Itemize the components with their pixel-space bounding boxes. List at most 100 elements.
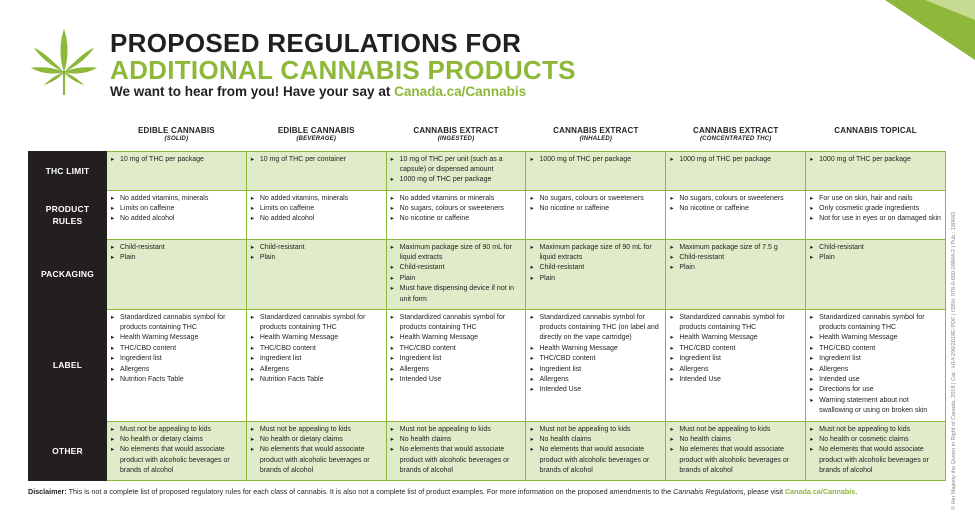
list-item: Must have dispensing device if not in un… — [391, 284, 522, 305]
table-cell: Child-resistantPlain — [106, 238, 247, 310]
list-item: Health Warning Message — [670, 333, 801, 344]
row-other: OTHERMust not be appealing to kidsNo hea… — [28, 420, 946, 481]
table-cell: Child-resistantPlain — [805, 238, 946, 310]
list-item: Ingredient list — [391, 354, 522, 365]
list-item: For use on skin, hair and nails — [810, 194, 941, 205]
list-item: No elements that would associate product… — [810, 445, 941, 476]
table-cell: 10 mg of THC per container — [245, 150, 387, 191]
list-item: No sugars, colours or sweeteners — [530, 194, 661, 205]
table-cell: Maximum package size of 90 mL for liquid… — [385, 238, 527, 310]
row-header-label: RULES — [52, 215, 83, 226]
list-item: Ingredient list — [111, 354, 242, 365]
row-label: LABEL Standardized cannabis symbol for pr… — [28, 308, 946, 422]
cell-list: Maximum package size of 90 mL for liquid… — [530, 243, 661, 285]
list-item: Maximum package size of 90 mL for liquid… — [530, 243, 661, 264]
table-cell: Standardized cannabis symbol for product… — [665, 308, 807, 422]
list-item: Child-resistant — [530, 263, 661, 274]
table-cell: 10 mg of THC per unit (such as a capsule… — [385, 150, 527, 191]
cell-list: 1000 mg of THC per package — [530, 155, 661, 166]
list-item: Ingredient list — [251, 354, 382, 365]
list-item: No nicotine or caffeine — [530, 204, 661, 215]
list-item: THC/CBD content — [111, 344, 242, 355]
column-title: CANNABIS EXTRACT — [413, 126, 499, 135]
table-cell: For use on skin, hair and nailsOnly cosm… — [805, 189, 946, 240]
table-cell: 10 mg of THC per package — [106, 150, 247, 191]
cell-list: Standardized cannabis symbol for product… — [530, 313, 661, 397]
list-item: THC/CBD content — [810, 344, 941, 355]
table-cell: Must not be appealing to kidsNo health c… — [385, 420, 527, 481]
list-item: 10 mg of THC per unit (such as a capsule… — [391, 155, 522, 176]
row-header-packaging: PACKAGING — [28, 238, 107, 310]
cell-list: Must not be appealing to kidsNo health o… — [251, 425, 382, 477]
list-item: No elements that would associate product… — [391, 445, 522, 476]
list-item: No added vitamins or minerals — [391, 194, 522, 205]
cell-list: Child-resistantPlain — [251, 243, 382, 264]
table-cell: Must not be appealing to kidsNo health o… — [805, 420, 946, 481]
list-item: Plain — [111, 253, 242, 264]
list-item: Intended Use — [391, 375, 522, 386]
list-item: No health claims — [530, 435, 661, 446]
list-item: Standardized cannabis symbol for product… — [111, 313, 242, 334]
column-title: EDIBLE CANNABIS — [277, 126, 355, 135]
list-item: No added vitamins, minerals — [251, 194, 382, 205]
cell-list: 10 mg of THC per container — [251, 155, 382, 166]
list-item: Nutrition Facts Table — [111, 375, 242, 386]
list-item: Standardized cannabis symbol for product… — [810, 313, 941, 334]
list-item: Health Warning Message — [530, 344, 661, 355]
list-item: Health Warning Message — [111, 333, 242, 344]
cell-list: Maximum package size of 90 mL for liquid… — [391, 243, 522, 305]
table-cell: No sugars, colours or sweetenersNo nicot… — [665, 189, 807, 240]
row-header-label: THC LIMIT — [45, 165, 90, 176]
table-cell: No added vitamins, mineralsLimits on caf… — [106, 189, 247, 240]
column-subtitle: (INHALED) — [579, 136, 613, 142]
table-cell: No added vitamins, mineralsLimits on caf… — [245, 189, 387, 240]
column-header: EDIBLE CANNABIS (BEVERAGE) — [246, 120, 386, 151]
list-item: No elements that would associate product… — [251, 445, 382, 476]
canada-cannabis-link[interactable]: Canada.ca/Cannabis — [394, 84, 527, 99]
page-title-line2: ADDITIONAL CANNABIS PRODUCTS — [110, 55, 576, 85]
list-item: No sugars, colours or sweeteners — [670, 194, 801, 205]
list-item: No elements that would associate product… — [670, 445, 801, 476]
list-item: Plain — [670, 263, 801, 274]
column-title: CANNABIS TOPICAL — [834, 126, 917, 135]
cell-list: Maximum package size of 7.5 gChild-resis… — [670, 243, 801, 275]
cell-list: 1000 mg of THC per package — [810, 155, 941, 166]
list-item: Plain — [391, 274, 522, 285]
subtitle-text: We want to hear from you! Have your say … — [110, 84, 395, 99]
list-item: 10 mg of THC per container — [251, 155, 382, 166]
disclaimer-link[interactable]: Canada.ca/Cannabis — [784, 487, 856, 496]
cell-list: No added vitamins, mineralsLimits on caf… — [111, 194, 242, 226]
list-item: Maximum package size of 7.5 g — [670, 243, 801, 254]
row-header-label: LABEL — [52, 360, 83, 370]
list-item: 1000 mg of THC per package — [810, 155, 941, 166]
cell-list: Must not be appealing to kidsNo health c… — [670, 425, 801, 477]
table-cell: Standardized cannabis symbol for product… — [805, 308, 946, 422]
cell-list: Standardized cannabis symbol for product… — [810, 313, 941, 417]
list-item: No elements that would associate product… — [530, 445, 661, 476]
column-header: CANNABIS EXTRACT (INHALED) — [526, 120, 666, 151]
row-header-other: OTHER — [28, 420, 107, 481]
cell-list: Must not be appealing to kidsNo health o… — [111, 425, 242, 477]
table-cell: 1000 mg of THC per package — [805, 150, 946, 191]
disclaimer-label: Disclaimer: — [28, 487, 67, 496]
table-cell: Standardized cannabis symbol for product… — [525, 308, 667, 422]
cell-list: Child-resistantPlain — [810, 243, 941, 264]
table-cell: Standardized cannabis symbol for product… — [245, 308, 387, 422]
list-item: Warning statement about not swallowing o… — [810, 396, 941, 417]
table-cell: 1000 mg of THC per package — [665, 150, 807, 191]
row-header-label: OTHER — [52, 445, 83, 456]
column-header: CANNABIS EXTRACT (CONCENTRATED THC) — [666, 120, 806, 151]
list-item: Child-resistant — [391, 263, 522, 274]
list-item: No health or dietary claims — [251, 435, 382, 446]
table-cell: 1000 mg of THC per package — [525, 150, 667, 191]
row-product-rules: PRODUCTRULESNo added vitamins, mineralsL… — [28, 189, 946, 240]
list-item: THC/CBD content — [391, 344, 522, 355]
cell-list: No sugars, colours or sweetenersNo nicot… — [670, 194, 801, 215]
list-item: Intended Use — [670, 375, 801, 386]
list-item: Intended use — [810, 375, 941, 386]
list-item: Standardized cannabis symbol for product… — [530, 313, 661, 344]
row-header-label: LABEL — [28, 308, 107, 422]
list-item: Maximum package size of 90 mL for liquid… — [391, 243, 522, 264]
list-item: Standardized cannabis symbol for product… — [391, 313, 522, 334]
list-item: Must not be appealing to kids — [391, 425, 522, 436]
